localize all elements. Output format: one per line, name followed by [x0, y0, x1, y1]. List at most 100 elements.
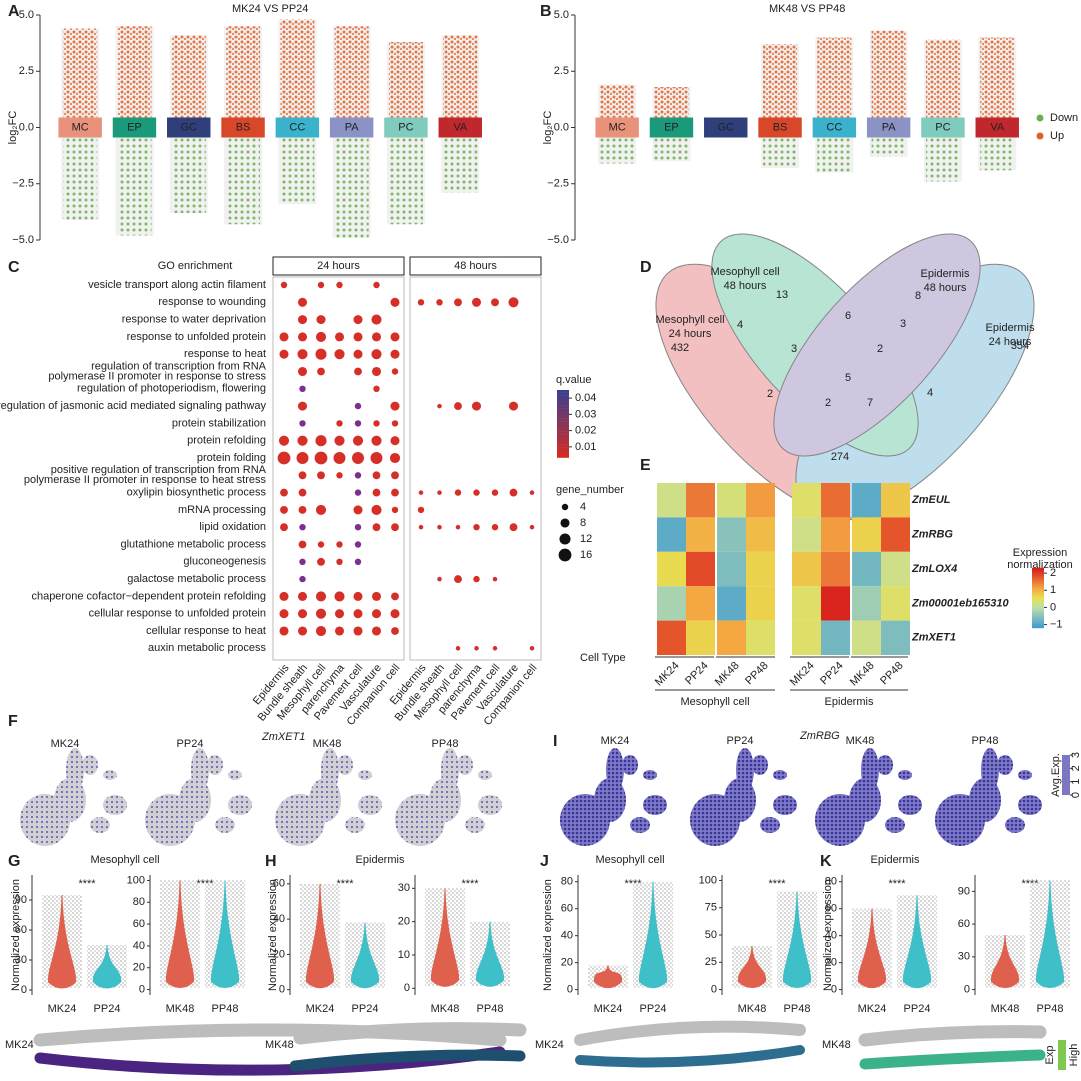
category-label: BS: [773, 121, 788, 133]
go-dot: [299, 385, 306, 392]
go-dot: [417, 506, 425, 514]
y-tick-label: 100: [127, 874, 145, 886]
heat-cell: [657, 620, 686, 655]
venn-count: 274: [831, 451, 849, 463]
colorbar-step: [1032, 617, 1044, 621]
go-dot: [437, 403, 442, 409]
tissue-strip: [33, 1023, 507, 1047]
go-dot: [437, 524, 442, 530]
term-label: chaperone cofactor−dependent protein ref…: [31, 590, 266, 602]
term-label: protein stabilization: [172, 417, 266, 429]
y-tick-label: 80: [561, 876, 573, 888]
go-dot: [354, 367, 362, 376]
heat-cell: [821, 517, 850, 552]
go-dot: [454, 575, 462, 584]
go-dot: [391, 368, 399, 375]
violin: [737, 945, 767, 989]
go-dot: [436, 299, 443, 306]
heat-cell: [852, 586, 881, 621]
set-label: 24 hours: [669, 328, 712, 340]
category-box: [758, 117, 802, 138]
go-dot: [336, 558, 343, 565]
x-tick-label: PP24: [94, 1003, 121, 1015]
go-dot: [373, 385, 380, 392]
up-points: [925, 39, 960, 118]
violin: [47, 894, 77, 989]
go-dot: [334, 332, 345, 342]
image-label: MK48: [822, 1039, 851, 1051]
go-dot: [297, 435, 308, 446]
colorbar-step: [557, 403, 569, 406]
venn-count: 13: [776, 289, 788, 301]
go-dot: [371, 366, 382, 377]
colorbar-step: [1032, 611, 1044, 615]
colorbar-label: 0.01: [575, 441, 596, 453]
panel-title: Epidermis: [356, 854, 405, 866]
x-tick-label: MK48: [166, 1003, 195, 1015]
venn-count: 2: [767, 388, 773, 400]
colorbar-step: [1032, 585, 1044, 589]
heat-cell: [881, 586, 910, 621]
go-dot: [333, 452, 346, 464]
down-points: [117, 137, 152, 236]
y-axis-label: Normalized expression: [542, 879, 554, 991]
panel-label: F: [8, 713, 18, 730]
y-tick-label: 80: [133, 896, 145, 908]
heat-cell: [852, 620, 881, 655]
up-points: [817, 37, 852, 118]
venn-count: 2: [825, 397, 831, 409]
go-dot: [280, 488, 288, 497]
go-dot: [277, 451, 291, 465]
go-dot: [390, 297, 400, 307]
heat-cell: [746, 586, 775, 621]
size-legend-dot: [558, 548, 572, 562]
y-tick-label: 20: [561, 957, 573, 969]
gene-label: Zm00001eb165310: [911, 597, 1010, 609]
legend-title: Expression: [1013, 547, 1067, 559]
y-axis-label: Normalized expression: [822, 879, 834, 991]
term-label: protein refolding: [187, 435, 266, 447]
panel-label: D: [640, 259, 652, 276]
go-dot: [297, 591, 308, 601]
go-dot: [371, 435, 382, 446]
significance: ****: [461, 878, 479, 890]
go-dot: [297, 401, 308, 411]
heat-cell: [746, 620, 775, 655]
venn-count: 4: [927, 387, 933, 399]
term-label: auxin metabolic process: [148, 642, 267, 654]
legend-title: q.value: [556, 374, 591, 386]
colorbar-step: [557, 426, 569, 430]
heat-cell: [746, 551, 775, 587]
go-dot: [370, 452, 383, 464]
colorbar-step: [557, 431, 569, 435]
term-label: polymerase II promoter in response to st…: [48, 370, 266, 382]
colorbar-step: [1032, 581, 1044, 585]
violin: [350, 922, 380, 989]
y-tick-label: 75: [705, 902, 717, 914]
go-dot: [315, 435, 327, 447]
go-dot: [371, 332, 382, 342]
term-label: response to heat: [184, 348, 266, 360]
x-tick-label: PP24: [352, 1003, 379, 1015]
category-box: [595, 117, 639, 138]
term-label: response to wounding: [158, 296, 266, 308]
go-dot: [492, 646, 498, 651]
go-dot: [352, 435, 364, 446]
heat-cell: [657, 517, 686, 552]
colorbar-step: [1032, 589, 1044, 593]
go-dot: [491, 524, 499, 531]
violin: [638, 881, 668, 989]
heat-cell: [881, 483, 910, 518]
venn-count: 6: [845, 310, 851, 322]
go-dot: [371, 349, 382, 360]
y-tick-label: 40: [825, 930, 837, 942]
go-dot: [296, 452, 309, 464]
colorbar-label: 2: [1050, 567, 1056, 579]
category-label: EP: [127, 121, 142, 133]
set-label: Mesophyll cell: [710, 266, 779, 278]
legend-title: gene_number: [556, 484, 624, 496]
colorbar-step: [1032, 609, 1044, 613]
size-legend-dot: [561, 503, 569, 511]
go-dot: [354, 402, 362, 410]
